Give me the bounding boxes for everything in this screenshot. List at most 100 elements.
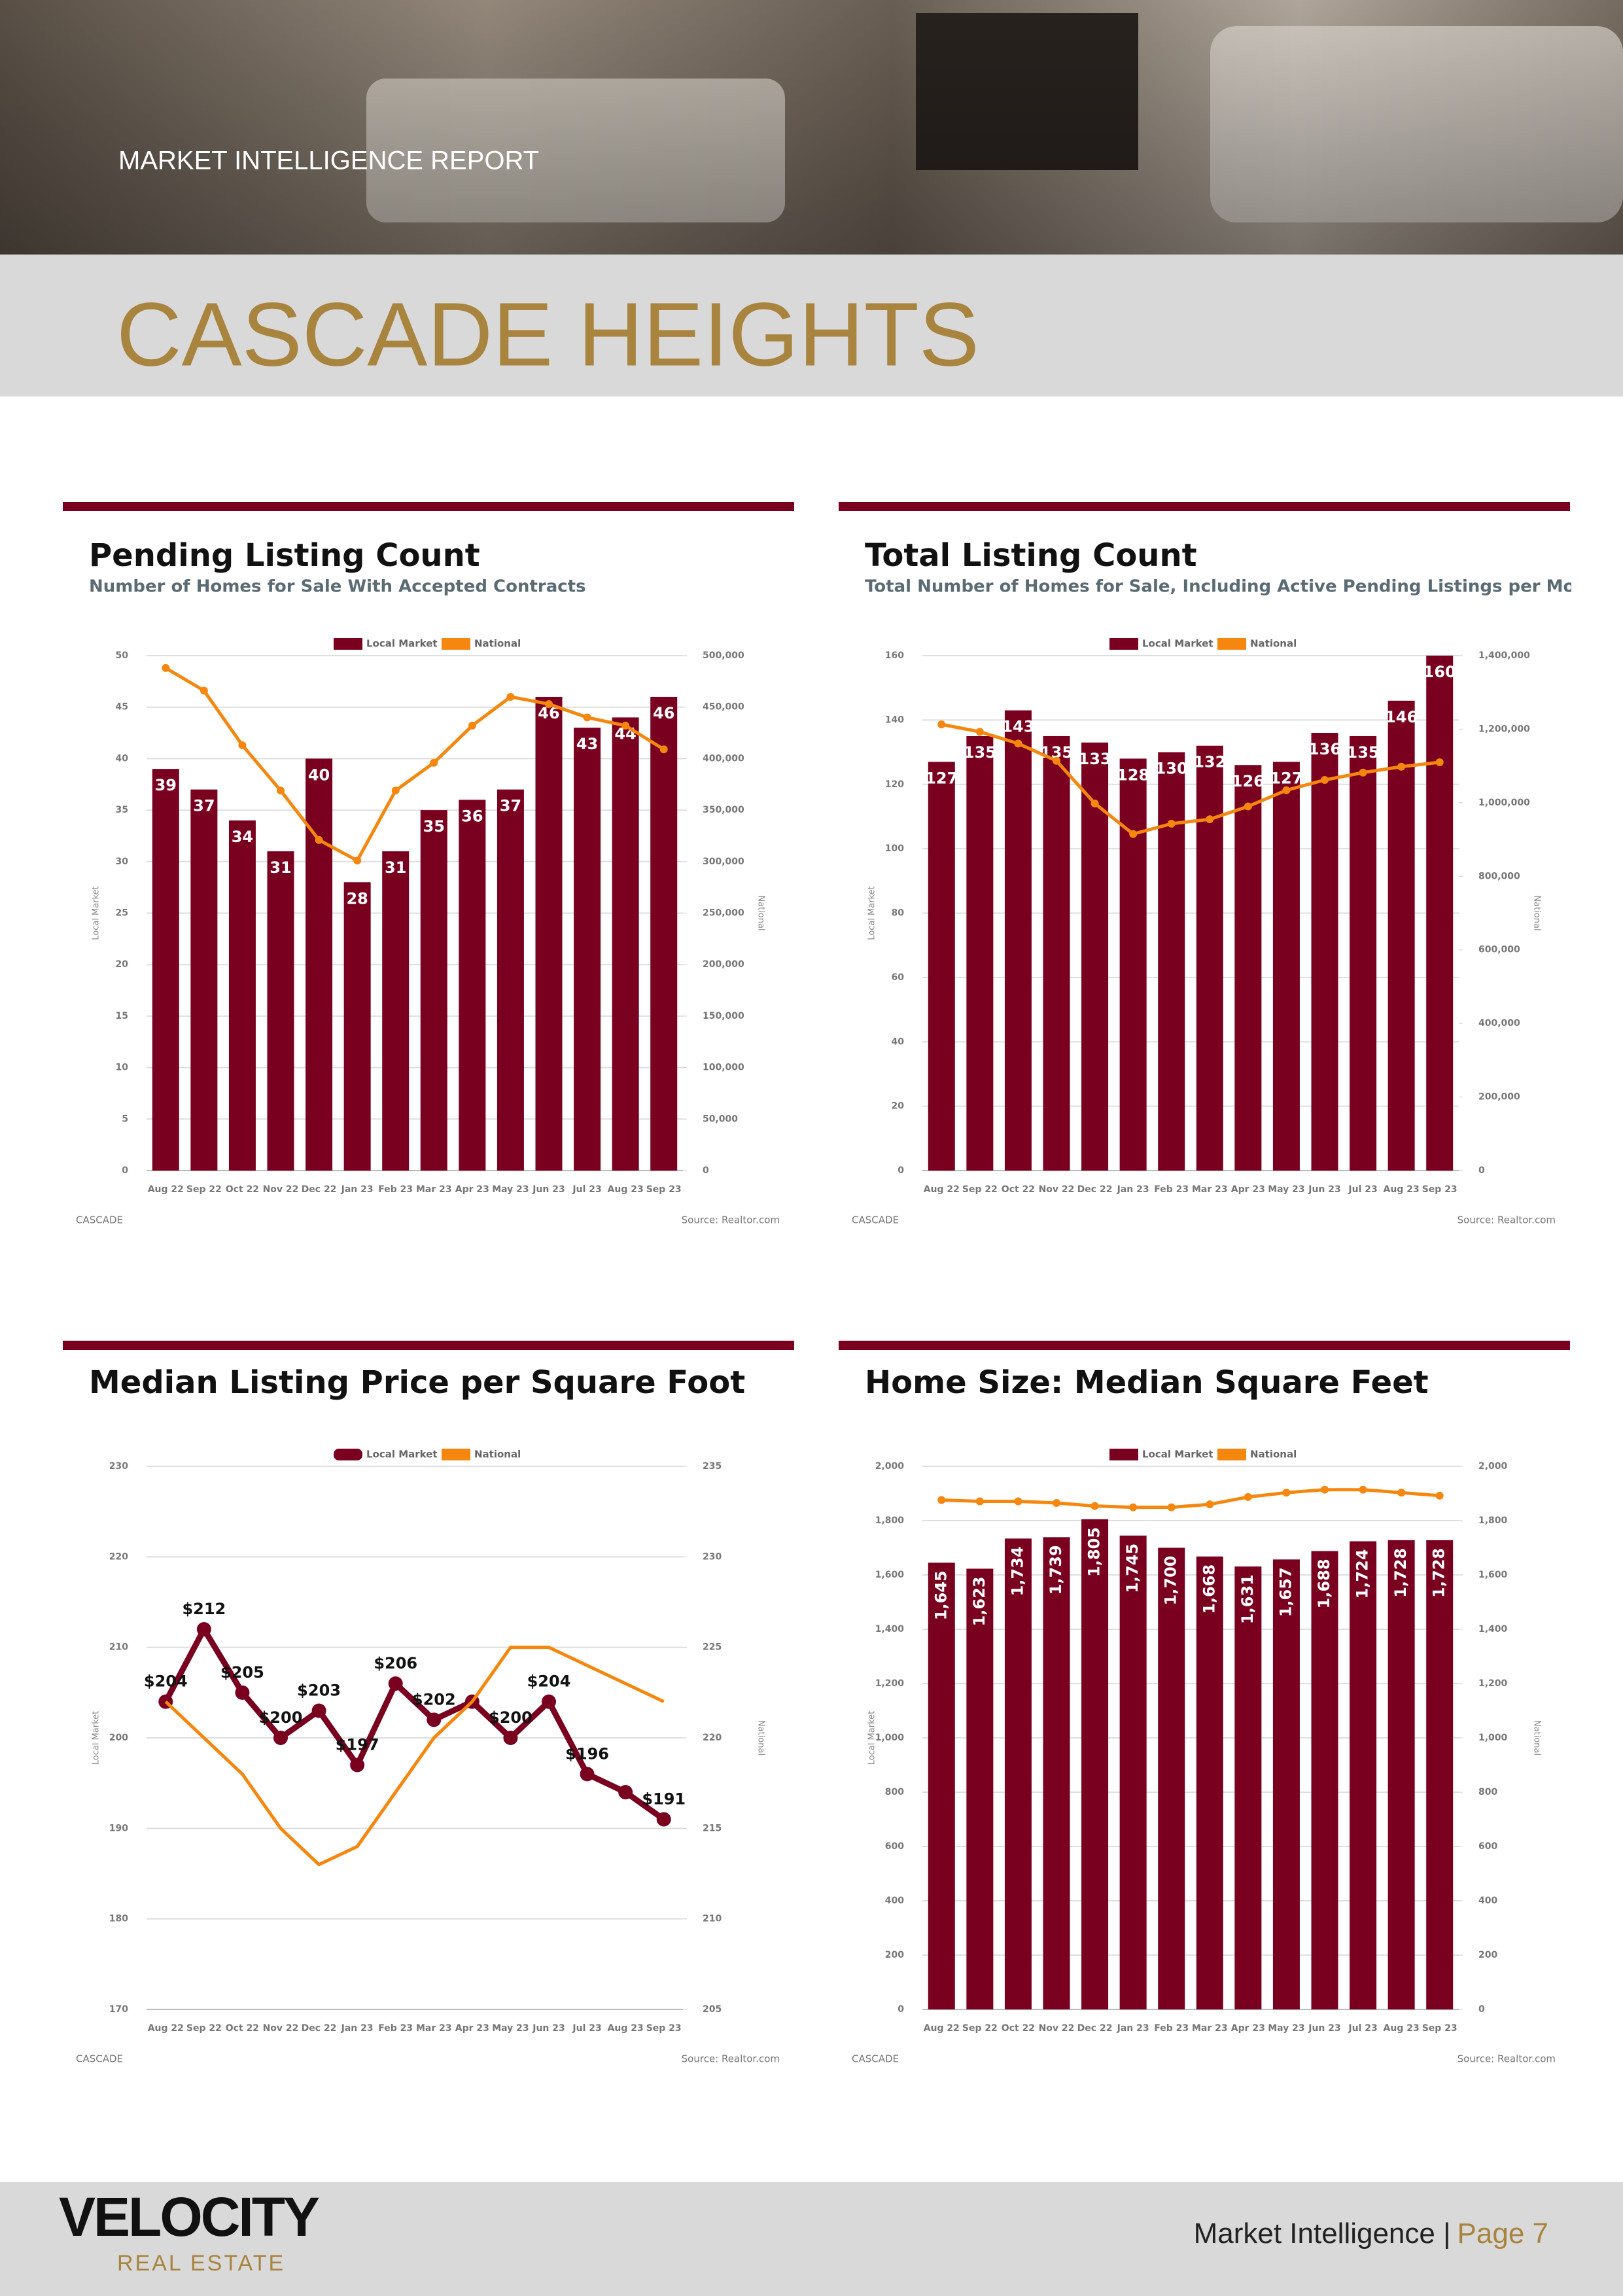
kicker: MARKET INTELLIGENCE REPORT	[118, 147, 539, 175]
point	[353, 857, 362, 865]
legend-label: National	[474, 1449, 521, 1460]
bar	[612, 717, 639, 1171]
y-tick-label: 0	[898, 1165, 904, 1176]
bar	[1234, 1566, 1262, 2009]
bar	[497, 789, 524, 1171]
panel-rule	[839, 1341, 1570, 1350]
x-tick-label: Aug 23	[1384, 1184, 1420, 1195]
legend-swatch	[334, 638, 362, 650]
page-number: Page 7	[1457, 2217, 1548, 2250]
legend-swatch	[334, 1449, 362, 1460]
y-tick-label: 10	[116, 1063, 129, 1073]
chart-source: Source: Realtor.com	[1457, 1214, 1556, 1226]
point	[542, 1694, 556, 1709]
footer-band	[0, 2182, 1623, 2296]
x-tick-label: Aug 22	[924, 2023, 960, 2034]
point	[1129, 830, 1138, 838]
bar	[459, 800, 486, 1171]
line	[941, 1488, 1440, 1510]
x-tick-label: Jan 23	[1117, 1184, 1149, 1195]
y2-tick-label: 200	[1478, 1950, 1497, 1960]
header: MARKET INTELLIGENCE REPORT CASCADE HEIGH…	[0, 0, 1623, 397]
data-label: 1,745	[1123, 1544, 1142, 1593]
y-tick-label: 35	[116, 805, 128, 815]
x-tick-label: Oct 22	[226, 2023, 259, 2034]
data-label: $202	[412, 1690, 456, 1708]
y-tick-label: 40	[892, 1036, 905, 1047]
point	[1435, 758, 1444, 767]
x-tick-label: Jan 23	[341, 1184, 374, 1195]
y2-tick-label: 1,800	[1478, 1515, 1508, 1526]
x-tick-label: Jun 23	[532, 2023, 565, 2034]
point	[1167, 1503, 1176, 1511]
legend-label: Local Market	[366, 638, 438, 650]
y2-tick-label: 800	[1478, 1787, 1497, 1797]
x-tick-label: Nov 22	[263, 2023, 299, 2034]
x-tick-label: Apr 23	[455, 1184, 489, 1195]
y2-tick-label: 0	[1478, 1165, 1485, 1176]
chart-title: Median Listing Price per Square Foot	[89, 1364, 745, 1401]
footer: VELOCITY REAL ESTATE Market Intelligence…	[0, 2182, 1623, 2296]
bar	[1119, 1535, 1147, 2009]
logo-sub: REAL ESTATE	[117, 2251, 285, 2276]
legend-swatch	[1217, 1449, 1246, 1460]
chart-note: CASCADE	[852, 1214, 899, 1226]
x-tick-label: Aug 23	[608, 1184, 644, 1195]
panel-rule	[63, 502, 794, 511]
x-tick-label: Sep 23	[1422, 1184, 1457, 1195]
chart-note: CASCADE	[76, 2053, 123, 2065]
x-tick-label: Apr 23	[1231, 2023, 1265, 2034]
y2-tick-label: 600,000	[1478, 945, 1520, 955]
line	[164, 1646, 665, 1867]
title-band	[0, 255, 1623, 397]
data-label: 1,631	[1238, 1574, 1257, 1624]
y-tick-label: 140	[885, 715, 904, 725]
x-tick-label: Aug 23	[1384, 2023, 1420, 2034]
bar	[1196, 1556, 1223, 2009]
chart-panel: Total Listing Count Total Number of Homes…	[839, 502, 1571, 1226]
data-label: $204	[144, 1672, 188, 1691]
data-label: 1,688	[1315, 1559, 1333, 1608]
data-label: 1,739	[1047, 1545, 1065, 1595]
bar	[1272, 762, 1300, 1171]
x-tick-label: Dec 22	[302, 2023, 337, 2034]
x-tick-label: Sep 22	[186, 1184, 222, 1195]
bar	[574, 728, 601, 1171]
bar	[966, 1568, 994, 2009]
bar	[1426, 656, 1454, 1171]
point	[1091, 799, 1099, 807]
point	[427, 1712, 442, 1727]
y2-tick-label: 350,000	[703, 805, 744, 815]
legend-swatch	[1217, 638, 1246, 650]
bar	[1387, 700, 1415, 1171]
point	[1359, 1485, 1367, 1494]
data-label: $196	[565, 1744, 609, 1763]
bar	[1158, 1547, 1185, 2009]
chart-source: Source: Realtor.com	[682, 2053, 780, 2065]
x-tick-label: Mar 23	[1192, 1184, 1228, 1195]
data-label: 46	[653, 704, 674, 722]
point	[468, 722, 476, 730]
chart-title: Pending Listing Count	[89, 537, 480, 574]
y2-tick-label: 1,200	[1478, 1678, 1508, 1689]
data-label: $204	[527, 1672, 571, 1691]
point	[659, 745, 668, 754]
point	[1244, 1492, 1252, 1501]
y2-axis-title: National	[756, 895, 766, 930]
legend-swatch	[1109, 638, 1138, 650]
y-tick-label: 400	[885, 1896, 904, 1906]
point	[273, 1731, 288, 1745]
bar	[1081, 1519, 1109, 2009]
data-label: 160	[1423, 663, 1456, 681]
page-title: CASCADE HEIGHTS	[116, 284, 979, 385]
point	[1321, 776, 1329, 785]
x-tick-label: Nov 22	[1039, 2023, 1075, 2034]
x-tick-label: Mar 23	[1192, 2023, 1228, 2034]
data-label: 1,728	[1430, 1548, 1448, 1598]
y-tick-label: 180	[109, 1914, 128, 1924]
footer-label: Market Intelligence | Page 7	[1194, 2217, 1548, 2250]
point	[1282, 1489, 1291, 1497]
data-label: 135	[1347, 743, 1380, 762]
bar	[1311, 733, 1338, 1171]
point	[350, 1757, 365, 1773]
